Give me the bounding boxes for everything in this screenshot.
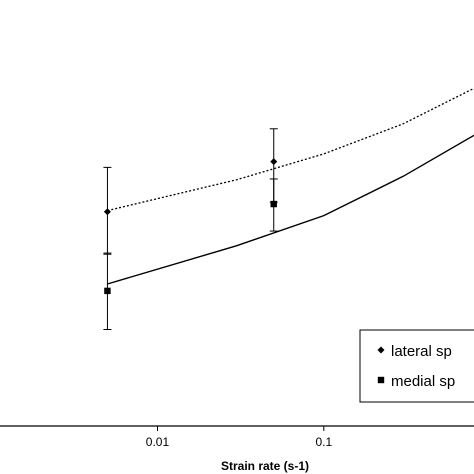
- legend-lateral-marker: [377, 346, 385, 354]
- lateral-trend-line: [107, 87, 474, 212]
- medial-trend-line: [107, 134, 474, 285]
- x-tick-label: 0.1: [315, 435, 332, 449]
- x-axis: 0.01 0.1: [0, 425, 474, 449]
- legend-box: [359, 329, 474, 403]
- legend-medial-marker: [377, 376, 385, 384]
- x-axis-title: Strain rate (s-1): [221, 459, 309, 473]
- lateral-data-point: [270, 158, 278, 166]
- legend: lateral sp medial sp: [359, 329, 474, 403]
- medial-data-point: [104, 287, 111, 295]
- legend-medial-label: medial sp: [391, 373, 455, 390]
- medial-data-point: [270, 200, 277, 208]
- plot-area: [103, 87, 474, 330]
- x-tick-label: 0.01: [146, 435, 170, 449]
- lateral-data-point: [103, 208, 111, 216]
- legend-lateral-label: lateral sp: [391, 343, 452, 360]
